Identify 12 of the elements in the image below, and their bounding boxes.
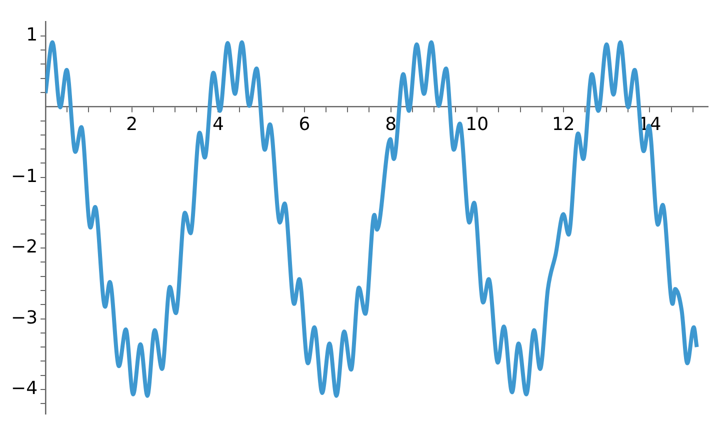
- y-tick-label: −2: [10, 236, 38, 258]
- x-tick-label: 8: [385, 114, 397, 136]
- x-tick-label: 6: [298, 114, 310, 136]
- x-tick-label: 2: [126, 114, 138, 136]
- line-series: [46, 40, 699, 398]
- y-tick-label: −3: [10, 307, 38, 328]
- y-tick-label: −1: [10, 166, 38, 188]
- x-tick-label: 12: [552, 114, 575, 136]
- y-tick-label: −4: [10, 378, 38, 400]
- x-tick-label: 4: [212, 114, 224, 136]
- x-tick-label: 10: [466, 114, 489, 136]
- y-tick-label: 1: [26, 24, 38, 46]
